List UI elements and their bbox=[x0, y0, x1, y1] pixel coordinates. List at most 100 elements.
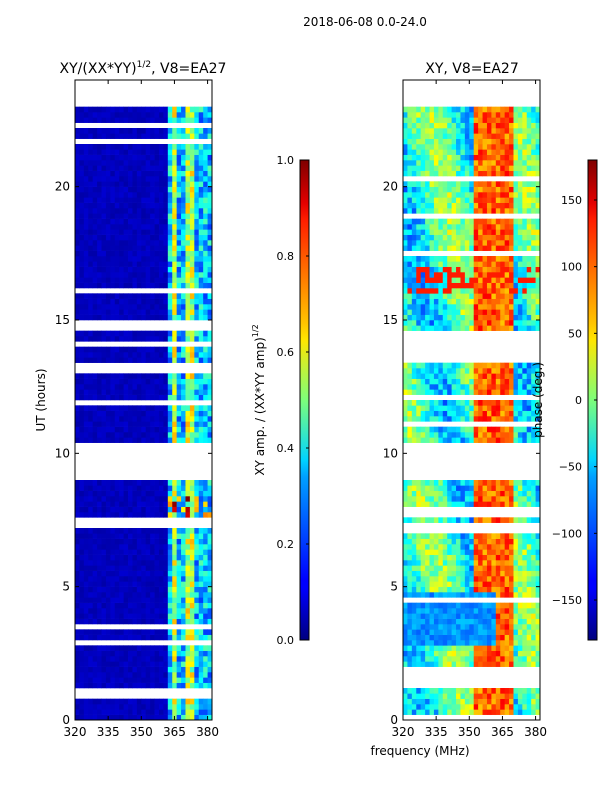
heatmap-cell bbox=[451, 618, 457, 625]
heatmap-cell bbox=[504, 549, 510, 555]
heatmap-cell bbox=[145, 389, 151, 395]
heatmap-cell bbox=[150, 714, 155, 721]
heatmap-cell bbox=[185, 133, 191, 139]
heatmap-cell bbox=[526, 320, 532, 326]
heatmap-cell bbox=[176, 650, 182, 657]
heatmap-cell bbox=[172, 229, 178, 235]
heatmap-cell bbox=[513, 378, 519, 385]
heatmap-cell bbox=[141, 192, 147, 198]
heatmap-cell bbox=[119, 245, 125, 251]
heatmap-cell bbox=[154, 565, 160, 571]
heatmap-cell bbox=[500, 282, 506, 289]
heatmap-cell bbox=[447, 490, 453, 497]
heatmap-cell bbox=[128, 106, 133, 113]
heatmap-cell bbox=[429, 634, 435, 641]
heatmap-cell bbox=[438, 533, 444, 539]
heatmap-cell bbox=[75, 506, 80, 513]
heatmap-cell bbox=[110, 485, 116, 491]
heatmap-cell bbox=[416, 645, 422, 651]
heatmap-cell bbox=[150, 224, 155, 230]
heatmap-cell bbox=[123, 634, 129, 641]
heatmap-cell bbox=[185, 394, 191, 401]
heatmap-cell bbox=[456, 613, 461, 619]
heatmap-cell bbox=[128, 293, 133, 299]
heatmap-cell bbox=[185, 698, 191, 705]
heatmap-cell bbox=[442, 576, 448, 582]
heatmap-cell bbox=[145, 298, 151, 305]
heatmap-cell bbox=[194, 293, 200, 299]
heatmap-cell bbox=[526, 517, 532, 523]
heatmap-cell bbox=[420, 554, 426, 561]
heatmap-cell bbox=[447, 592, 453, 598]
heatmap-cell bbox=[97, 165, 102, 171]
heatmap-cell bbox=[83, 245, 89, 251]
heatmap-cell bbox=[101, 229, 107, 235]
heatmap-cell bbox=[411, 416, 417, 422]
heatmap-cell bbox=[105, 506, 111, 513]
heatmap-cell bbox=[464, 320, 470, 326]
heatmap-cell bbox=[141, 234, 147, 241]
heatmap-cell bbox=[460, 704, 466, 710]
heatmap-cell bbox=[185, 218, 191, 225]
heatmap-cell bbox=[92, 389, 98, 395]
heatmap-cell bbox=[517, 288, 523, 294]
heatmap-cell bbox=[158, 490, 164, 497]
heatmap-cell bbox=[194, 245, 200, 251]
heatmap-cell bbox=[420, 272, 426, 278]
heatmap-cell bbox=[163, 266, 169, 273]
heatmap-cell bbox=[473, 405, 479, 411]
heatmap-cell bbox=[425, 618, 430, 625]
heatmap-cell bbox=[185, 208, 191, 214]
heatmap-cell bbox=[456, 266, 461, 273]
heatmap-cell bbox=[88, 618, 94, 625]
heatmap-cell bbox=[150, 282, 155, 289]
heatmap-cell bbox=[407, 496, 413, 502]
heatmap-cell bbox=[75, 256, 80, 262]
x-tick-label: 350 bbox=[130, 725, 153, 739]
heatmap-cell bbox=[535, 613, 541, 619]
heatmap-cell bbox=[181, 202, 186, 209]
heatmap-cell bbox=[451, 229, 457, 235]
heatmap-cell bbox=[123, 224, 129, 230]
heatmap-cell bbox=[114, 384, 120, 390]
heatmap-cell bbox=[433, 309, 439, 315]
heatmap-cell bbox=[101, 277, 107, 283]
heatmap-cell bbox=[92, 106, 98, 113]
heatmap-cell bbox=[163, 554, 169, 561]
heatmap-cell bbox=[433, 613, 439, 619]
heatmap-cell bbox=[425, 272, 430, 278]
heatmap-cell bbox=[504, 560, 510, 566]
heatmap-cell bbox=[420, 314, 426, 321]
heatmap-cell bbox=[145, 293, 151, 299]
heatmap-cell bbox=[460, 640, 466, 646]
heatmap-cell bbox=[114, 480, 120, 486]
heatmap-cell bbox=[433, 688, 439, 694]
heatmap-cell bbox=[128, 336, 133, 342]
heatmap-cell bbox=[198, 352, 204, 358]
heatmap-cell bbox=[172, 629, 178, 635]
heatmap-cell bbox=[456, 384, 461, 390]
heatmap-cell bbox=[509, 592, 514, 598]
heatmap-cell bbox=[429, 288, 435, 294]
heatmap-cell bbox=[154, 272, 160, 278]
heatmap-cell bbox=[207, 277, 213, 283]
heatmap-cell bbox=[181, 506, 186, 513]
heatmap-cell bbox=[75, 512, 80, 518]
heatmap-cell bbox=[123, 384, 129, 390]
heatmap-cell bbox=[158, 197, 164, 203]
heatmap-cell bbox=[194, 437, 200, 443]
heatmap-cell bbox=[482, 629, 488, 635]
heatmap-cell bbox=[101, 602, 107, 609]
heatmap-cell bbox=[500, 432, 506, 438]
heatmap-cell bbox=[163, 560, 169, 566]
heatmap-cell bbox=[517, 256, 523, 262]
heatmap-cell bbox=[442, 272, 448, 278]
heatmap-cell bbox=[478, 432, 483, 438]
heatmap-cell bbox=[172, 298, 178, 305]
heatmap-cell bbox=[438, 229, 444, 235]
heatmap-cell bbox=[79, 282, 85, 289]
heatmap-cell bbox=[136, 592, 142, 598]
heatmap-cell bbox=[411, 517, 417, 523]
heatmap-cell bbox=[176, 165, 182, 171]
heatmap-cell bbox=[105, 336, 111, 342]
